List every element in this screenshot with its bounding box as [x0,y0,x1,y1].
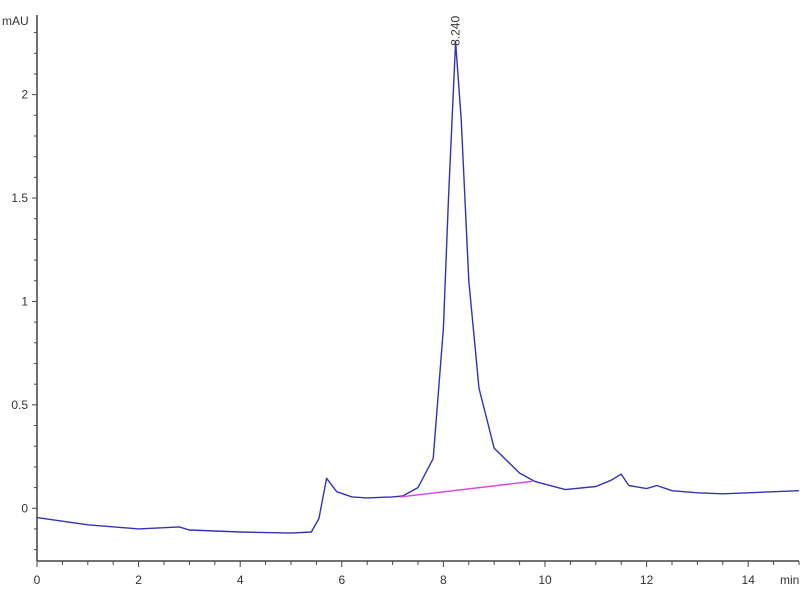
x-tick-label: 0 [34,573,41,587]
y-tick-label: 1.5 [11,191,28,205]
y-tick-label: 0.5 [11,398,28,412]
x-tick-label: 2 [135,573,142,587]
y-tick-label: 1 [21,294,28,308]
x-tick-label: 14 [742,573,756,587]
integration-baseline [400,480,533,498]
chromatogram-trace [36,41,800,534]
x-tick-label: 12 [640,573,654,587]
y-axis-label: mAU [2,14,29,28]
axes: 0 0.5 1 1.5 2 0 2 4 6 8 10 12 14 [11,15,800,587]
x-tick-label: 8 [440,573,447,587]
plot-area: 8.240 [36,16,800,534]
y-tick-label: 2 [21,88,28,102]
y-tick-label: 0 [21,501,28,515]
x-tick-label: 6 [338,573,345,587]
x-axis-label: min [780,573,799,587]
x-tick-label: 10 [538,573,552,587]
peak-label: 8.240 [449,16,463,46]
x-tick-label: 4 [237,573,244,587]
